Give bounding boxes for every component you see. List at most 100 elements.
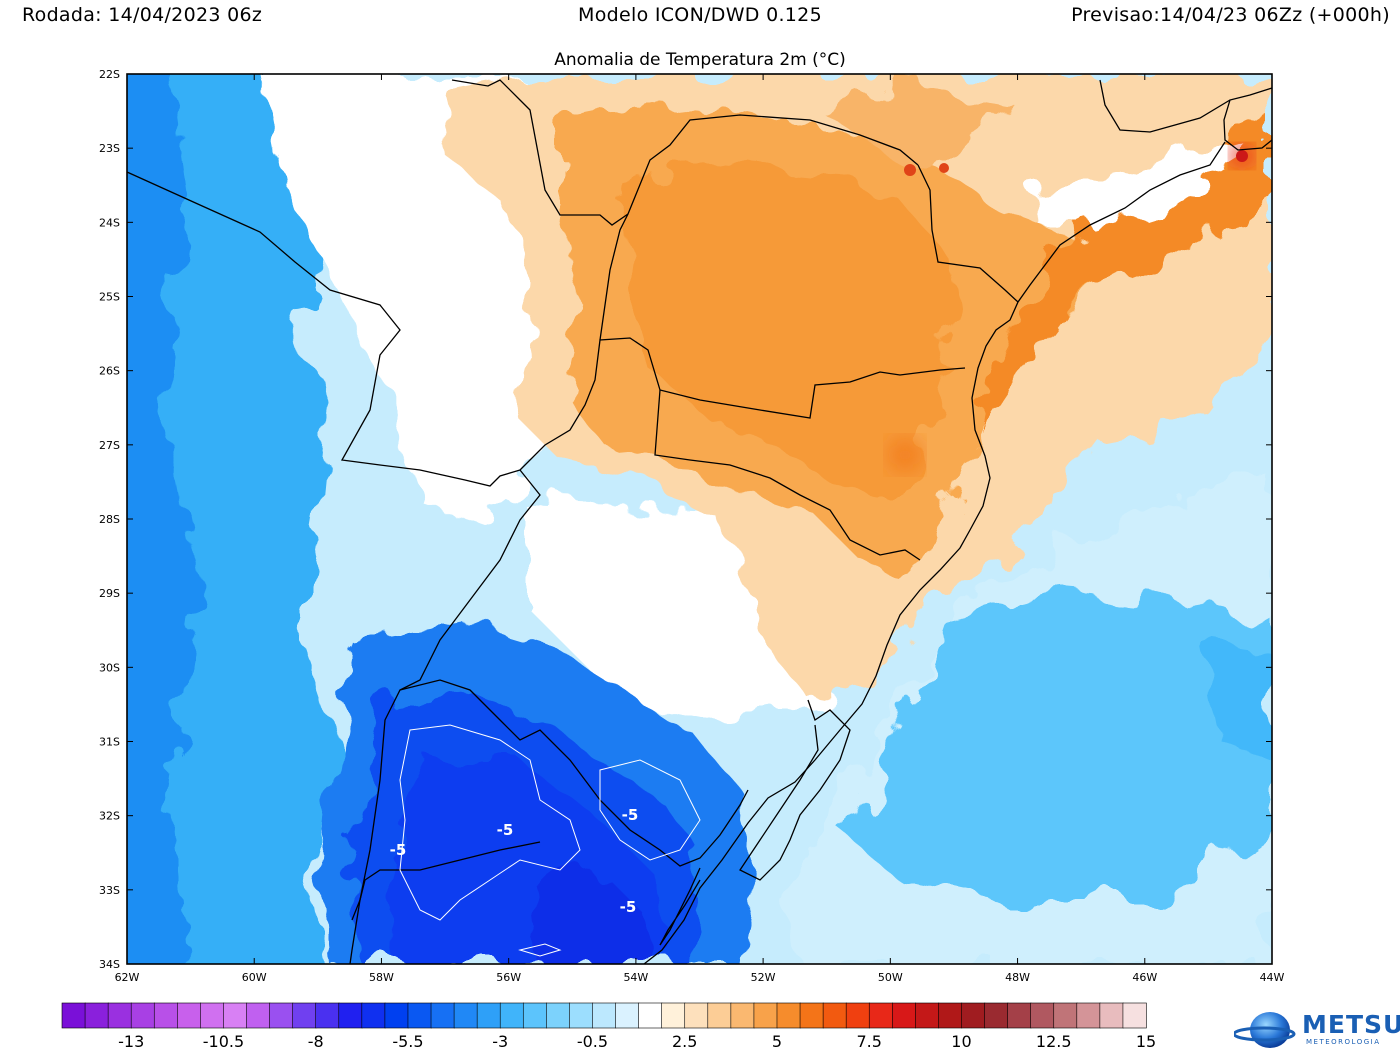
map-title: Anomalia de Temperatura 2m (°C) [554, 50, 846, 70]
mg-rj-border [1099, 79, 1231, 133]
contour-label: -5 [390, 841, 407, 859]
paraguay-argentina-border [127, 171, 521, 487]
lon-tick-label: 62W [115, 971, 140, 984]
lat-tick-label: 29S [99, 587, 120, 600]
colorbar: -13 -10.5 -8 -5.5 -3 -0.5 2.5 5 7.5 10 12.5 15 [61, 1002, 1156, 1051]
colorbar-label: -0.5 [577, 1032, 608, 1051]
colorbar-swatch [246, 1002, 271, 1029]
colorbar-swatch [915, 1002, 940, 1029]
colorbar-swatch [384, 1002, 409, 1029]
lat-tick-label: 23S [99, 142, 120, 155]
country-state-borders [127, 79, 1272, 964]
lat-tick-label: 32S [99, 810, 120, 823]
lon-tick-label: 50W [878, 971, 903, 984]
colorbar-swatch [476, 1002, 501, 1029]
colorbar-swatch [1053, 1002, 1078, 1029]
lat-tick-label: 24S [99, 216, 120, 229]
lon-tick-label: 60W [242, 971, 267, 984]
colorbar-label: -5.5 [392, 1032, 423, 1051]
colorbar-swatch [661, 1002, 686, 1029]
colorbar-swatch [361, 1002, 386, 1029]
lat-tick-label: 22S [99, 68, 120, 81]
colorbar-swatch [84, 1002, 109, 1029]
parana-sc-border [599, 213, 629, 341]
colorbar-swatch [407, 1002, 432, 1029]
contour-label: -5 [622, 806, 639, 824]
lon-tick-label: 48W [1005, 971, 1030, 984]
colorbar-label: 2.5 [672, 1032, 697, 1051]
colorbar-label: -13 [118, 1032, 144, 1051]
lon-tick-label: 44W [1260, 971, 1285, 984]
colorbar-swatch [430, 1002, 455, 1029]
contour-label: -5 [497, 821, 514, 839]
colorbar-swatch [569, 1002, 594, 1029]
colorbar-swatch [1076, 1002, 1101, 1029]
lon-tick-label: 54W [623, 971, 648, 984]
argentina-misiones-border [519, 337, 966, 471]
lon-tick-label: 58W [369, 971, 394, 984]
sp-mg-border [917, 164, 1019, 303]
latitude-axis: 22S 23S 24S 25S 26S 27S 28S 29S 30S 31S 32S 33S 34S [99, 68, 1272, 971]
colorbar-swatch [638, 1002, 663, 1029]
colorbar-swatch [707, 1002, 732, 1029]
contour-label: -5 [620, 898, 637, 916]
lat-tick-label: 26S [99, 365, 120, 378]
colorbar-swatch [200, 1002, 225, 1029]
colorbar-swatch [522, 1002, 548, 1029]
colorbar-swatch [61, 1002, 86, 1029]
colorbar-swatch [499, 1002, 524, 1029]
colorbar-swatch [1099, 1002, 1124, 1029]
colorbar-swatch [177, 1002, 202, 1029]
colorbar-swatch [315, 1002, 340, 1029]
lat-tick-label: 30S [99, 661, 120, 674]
lon-tick-label: 56W [496, 971, 521, 984]
colorbar-label: 15 [1136, 1032, 1156, 1051]
colorbar-label: 12.5 [1036, 1032, 1072, 1051]
lat-tick-label: 33S [99, 884, 120, 897]
colorbar-label: -8 [308, 1032, 324, 1051]
lat-tick-label: 34S [99, 958, 120, 971]
colorbar-label: 10 [951, 1032, 971, 1051]
colorbar-swatch [269, 1002, 294, 1029]
colorbar-swatch [107, 1002, 132, 1029]
colorbar-swatch [984, 1002, 1009, 1029]
lon-tick-label: 46W [1132, 971, 1157, 984]
colorbar-swatch [730, 1002, 755, 1029]
colorbar-label: -3 [492, 1032, 508, 1051]
paraguay-brazil-border [451, 79, 919, 226]
colorbar-swatch [845, 1002, 870, 1029]
colorbar-swatch [822, 1002, 847, 1029]
colorbar-label: 7.5 [857, 1032, 882, 1051]
colorbar-swatch [753, 1002, 778, 1029]
colorbar-swatch [615, 1002, 640, 1029]
logo-subtitle: METEOROLOGIA [1306, 1038, 1381, 1046]
contour-labels: -5 -5 -5 -5 [390, 806, 639, 916]
run-time-label: Rodada: 14/04/2023 06z [22, 4, 263, 26]
colorbar-swatch [546, 1002, 571, 1029]
colorbar-swatch [1007, 1002, 1032, 1029]
anomaly-contours [399, 724, 701, 957]
lat-tick-label: 25S [99, 291, 120, 304]
model-label: Modelo ICON/DWD 0.125 [578, 4, 822, 26]
lat-tick-label: 27S [99, 439, 120, 452]
colorbar-swatch [1030, 1002, 1055, 1029]
lon-tick-label: 52W [751, 971, 776, 984]
colorbar-swatch [868, 1002, 893, 1029]
colorbar-label: -10.5 [203, 1032, 244, 1051]
forecast-time-label: Previsao:14/04/23 06Zz (+000h) [1071, 4, 1390, 26]
longitude-axis: 62W 60W 58W 56W 54W 52W 50W 48W 46W 44W [115, 74, 1285, 984]
colorbar-swatch [292, 1002, 317, 1029]
colorbar-swatch [453, 1002, 478, 1029]
metsul-logo: METSUL METEOROLOGIA [1232, 1008, 1400, 1050]
colorbar-swatch [799, 1002, 824, 1029]
colorbar-swatch [684, 1002, 709, 1029]
colorbar-swatch [223, 1002, 248, 1029]
logo-name: METSUL [1302, 1010, 1400, 1039]
colorbar-swatch [776, 1002, 801, 1029]
colorbar-swatch [153, 1002, 179, 1029]
coastline [643, 87, 1272, 964]
colorbar-swatch [592, 1002, 617, 1029]
colorbar-swatch [1122, 1002, 1147, 1029]
colorbar-swatch [338, 1002, 363, 1029]
